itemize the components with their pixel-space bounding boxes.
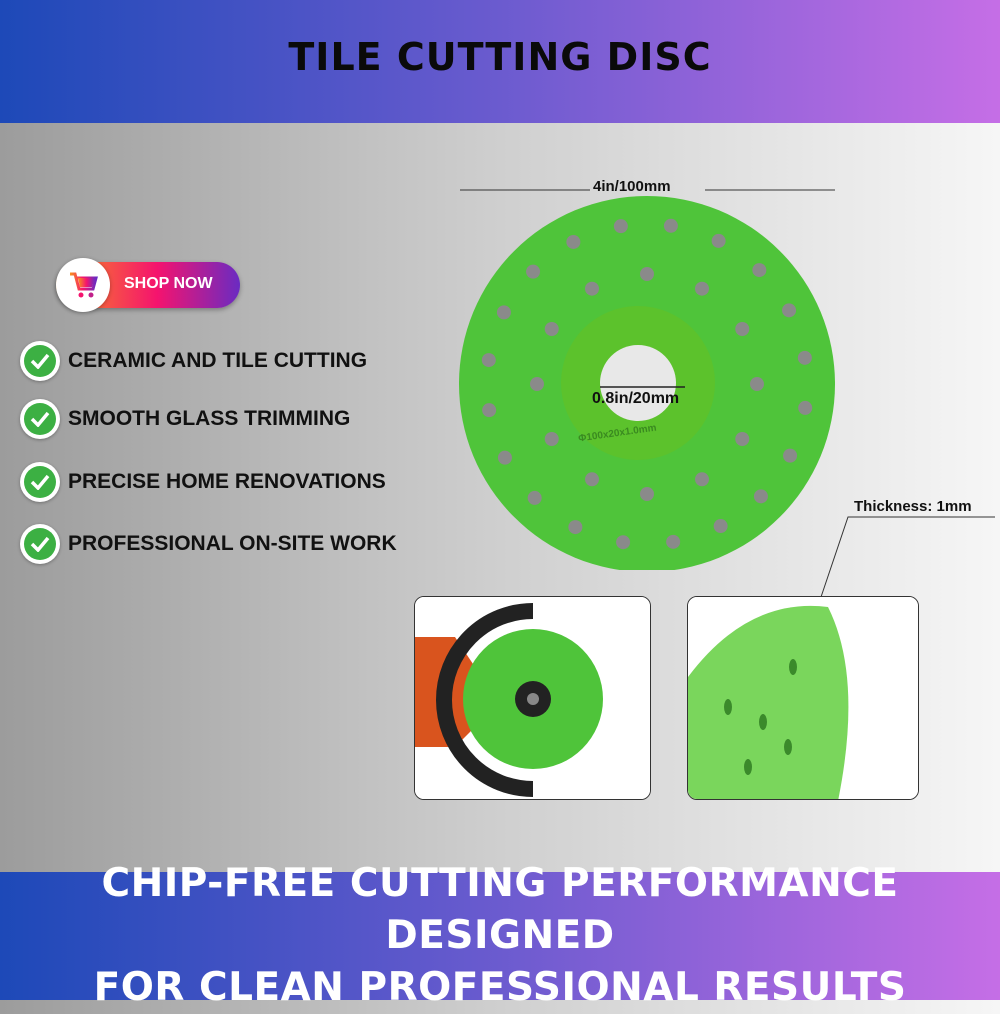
disc-hole: [750, 377, 764, 391]
disc-hole: [613, 219, 628, 234]
disc-hole: [711, 233, 726, 248]
disc-hole: [752, 263, 767, 278]
disc-hole: [713, 519, 728, 534]
disc-hole: [798, 400, 813, 415]
feature-item: PRECISE HOME RENOVATIONS: [20, 462, 386, 502]
disc-hole: [666, 534, 681, 549]
cutting-disc-image: [459, 189, 835, 570]
disc-hole: [695, 472, 709, 487]
disc-hole: [530, 377, 544, 391]
disc-hole: [482, 403, 497, 418]
disc-hole: [753, 489, 768, 504]
shop-now-button[interactable]: SHOP NOW: [56, 258, 240, 312]
feature-item: CERAMIC AND TILE CUTTING: [20, 341, 367, 381]
check-circle-icon: [20, 341, 60, 381]
thickness-leader-line: [819, 516, 995, 601]
disc-hole: [496, 305, 511, 320]
disc-hole: [695, 281, 709, 296]
disc-hole: [585, 281, 599, 296]
disc-hole: [783, 448, 798, 463]
disc-hole: [782, 303, 797, 318]
disc-hole: [568, 520, 583, 535]
check-circle-icon: [20, 462, 60, 502]
disc-hole: [544, 322, 559, 336]
feature-item: SMOOTH GLASS TRIMMING: [20, 399, 350, 439]
bore-label: 0.8in/20mm: [592, 390, 680, 407]
disc-hole: [585, 472, 599, 487]
disc-hole: [797, 350, 812, 365]
disc-hole: [481, 353, 496, 368]
disc-bore: [600, 345, 676, 421]
disc-hole: [497, 450, 512, 465]
page-title: TILE CUTTING DISC: [288, 34, 712, 79]
footer-line-2: FOR CLEAN PROFESSIONAL RESULTS: [93, 965, 907, 1010]
disc-hole: [526, 264, 541, 279]
disc-hole: [640, 487, 654, 501]
disc-hole: [544, 432, 559, 446]
disc-closeup-photo: [687, 596, 919, 800]
thickness-label: Thickness: 1mm: [854, 498, 972, 515]
disc-hole: [663, 218, 678, 233]
diameter-label: 4in/100mm: [593, 178, 671, 195]
disc-hole: [527, 490, 542, 505]
header-banner: TILE CUTTING DISC: [0, 0, 1000, 123]
shop-now-label: SHOP NOW: [124, 275, 213, 292]
footer-banner: CHIP-FREE CUTTING PERFORMANCE DESIGNED FO…: [0, 861, 1000, 1010]
disc-hole: [616, 535, 631, 550]
cart-icon: [56, 258, 110, 312]
disc-hole: [640, 267, 654, 281]
check-circle-icon: [20, 524, 60, 564]
disc-hole: [566, 234, 581, 249]
feature-item: PROFESSIONAL ON-SITE WORK: [20, 524, 397, 564]
check-circle-icon: [20, 399, 60, 439]
disc-hole: [735, 322, 750, 336]
footer-line-1: CHIP-FREE CUTTING PERFORMANCE DESIGNED: [101, 861, 899, 958]
grinder-photo: [414, 596, 651, 800]
disc-hole: [735, 432, 750, 446]
